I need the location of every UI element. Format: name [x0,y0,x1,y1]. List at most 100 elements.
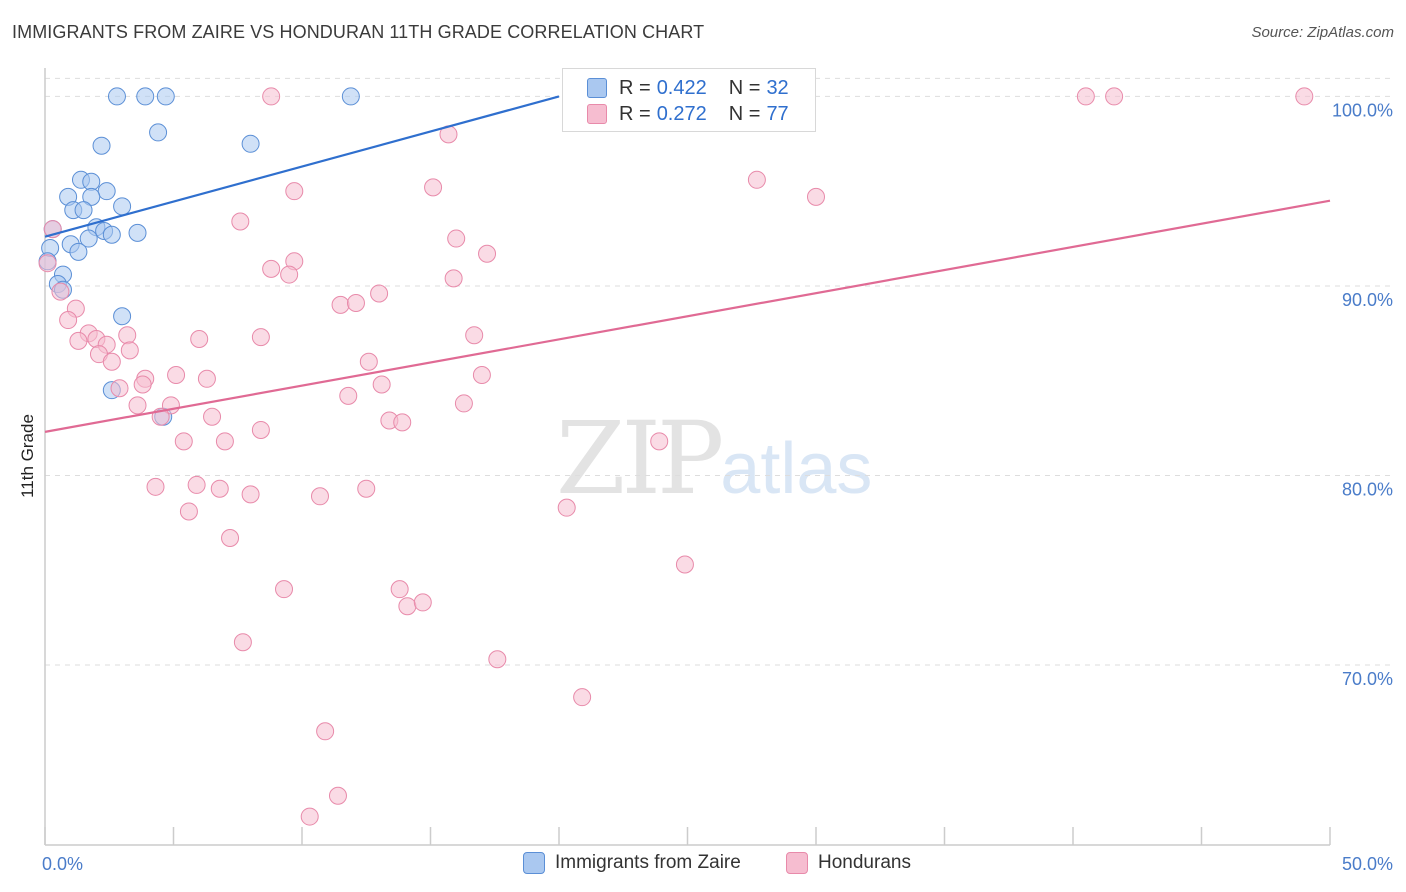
honduran-point [262,259,281,278]
chart-title: IMMIGRANTS FROM ZAIRE VS HONDURAN 11TH G… [12,22,705,42]
zaire-point [136,87,155,106]
honduran-point [675,555,694,574]
honduran-point [120,341,139,360]
zaire-point [341,87,360,106]
legend-label-hondurans: Hondurans [818,852,911,873]
honduran-point [393,413,412,432]
y-axis-label: 11th Grade [18,414,37,498]
watermark-zip: ZIP [556,400,724,517]
honduran-point [197,369,216,388]
zaire-point [79,229,98,248]
honduran-point [339,386,358,405]
honduran-point [316,722,335,741]
zaire-point [69,242,88,261]
honduran-point [444,269,463,288]
y-tick-label: 90.0% [1342,290,1393,310]
legend-r-value: 0.422 [656,76,707,99]
legend-n-value: 77 [766,102,789,125]
honduran-point [807,187,825,206]
legend-label-zaire: Immigrants from Zaire [555,852,741,873]
honduran-point [251,420,270,439]
honduran-point [167,366,186,385]
zaire-point [74,201,93,220]
honduran-point [231,212,250,231]
zaire-point [92,136,111,155]
watermark: ZIPatlas [556,400,872,517]
honduran-point [573,688,592,707]
honduran-point [454,394,473,413]
honduran-point [262,87,281,106]
honduran-trend-line [44,199,1331,433]
x-tick-label: 50.0% [1342,854,1393,874]
legend-row-zaire: R = 0.422 N = 32 [587,76,789,100]
honduran-point [174,432,193,451]
honduran-point [146,477,165,496]
zaire-point [107,87,126,106]
legend-n-value: 32 [766,76,789,99]
zaire-point [82,187,101,206]
honduran-point [424,178,443,197]
legend-swatch-hondurans [587,104,607,124]
honduran-point [59,311,78,330]
zaire-point [113,197,132,216]
zaire-point [128,223,147,242]
zaire-trend-line [44,95,560,238]
legend-item-zaire[interactable]: Immigrants from Zaire [523,852,741,874]
honduran-point [187,475,206,494]
honduran-point [285,182,304,201]
honduran-point [328,786,347,805]
honduran-point [300,807,319,826]
honduran-point [179,502,198,521]
watermark-atlas: atlas [720,429,873,509]
honduran-point [241,485,260,504]
honduran-point [346,293,365,312]
honduran-point [233,633,252,652]
honduran-point [398,597,417,616]
honduran-point [447,229,466,248]
zaire-point [149,123,168,142]
honduran-point [51,282,70,301]
y-tick-label: 70.0% [1342,669,1393,689]
honduran-point [251,328,270,347]
honduran-point [118,326,137,345]
source-credit: Source: ZipAtlas.com [1251,24,1394,41]
legend-r-label: R = [619,102,651,125]
honduran-point [478,244,497,263]
honduran-point [413,593,432,612]
honduran-point [1105,87,1124,106]
honduran-point [310,487,329,506]
honduran-point [210,479,229,498]
legend-n-label: N = [728,102,761,125]
legend-swatch-hondurans [786,852,808,874]
legend-r-value: 0.272 [656,102,707,125]
honduran-point [110,379,129,398]
legend-item-hondurans[interactable]: Hondurans [786,852,911,874]
honduran-point [650,432,669,451]
zaire-point [102,225,121,244]
zaire-point [156,87,175,106]
legend-swatch-zaire [587,78,607,98]
honduran-point [370,284,389,303]
correlation-legend: R = 0.422 N = 32 R = 0.272 N = 77 [562,68,816,132]
honduran-point [215,432,234,451]
honduran-point [747,170,766,189]
zaire-point [241,134,260,153]
honduran-point [372,375,391,394]
honduran-point [359,352,378,371]
zaire-point [97,182,116,201]
honduran-point [102,352,121,371]
honduran-point [275,580,294,599]
honduran-point [221,528,240,547]
honduran-point [69,331,88,350]
y-tick-label: 100.0% [1332,100,1393,120]
honduran-point [390,580,409,599]
honduran-point [38,254,57,273]
legend-swatch-zaire [523,852,545,874]
honduran-point [472,366,491,385]
zaire-point [82,172,101,191]
honduran-point [280,265,299,284]
honduran-point [331,295,350,314]
honduran-point [1295,87,1314,106]
honduran-point [203,407,222,426]
